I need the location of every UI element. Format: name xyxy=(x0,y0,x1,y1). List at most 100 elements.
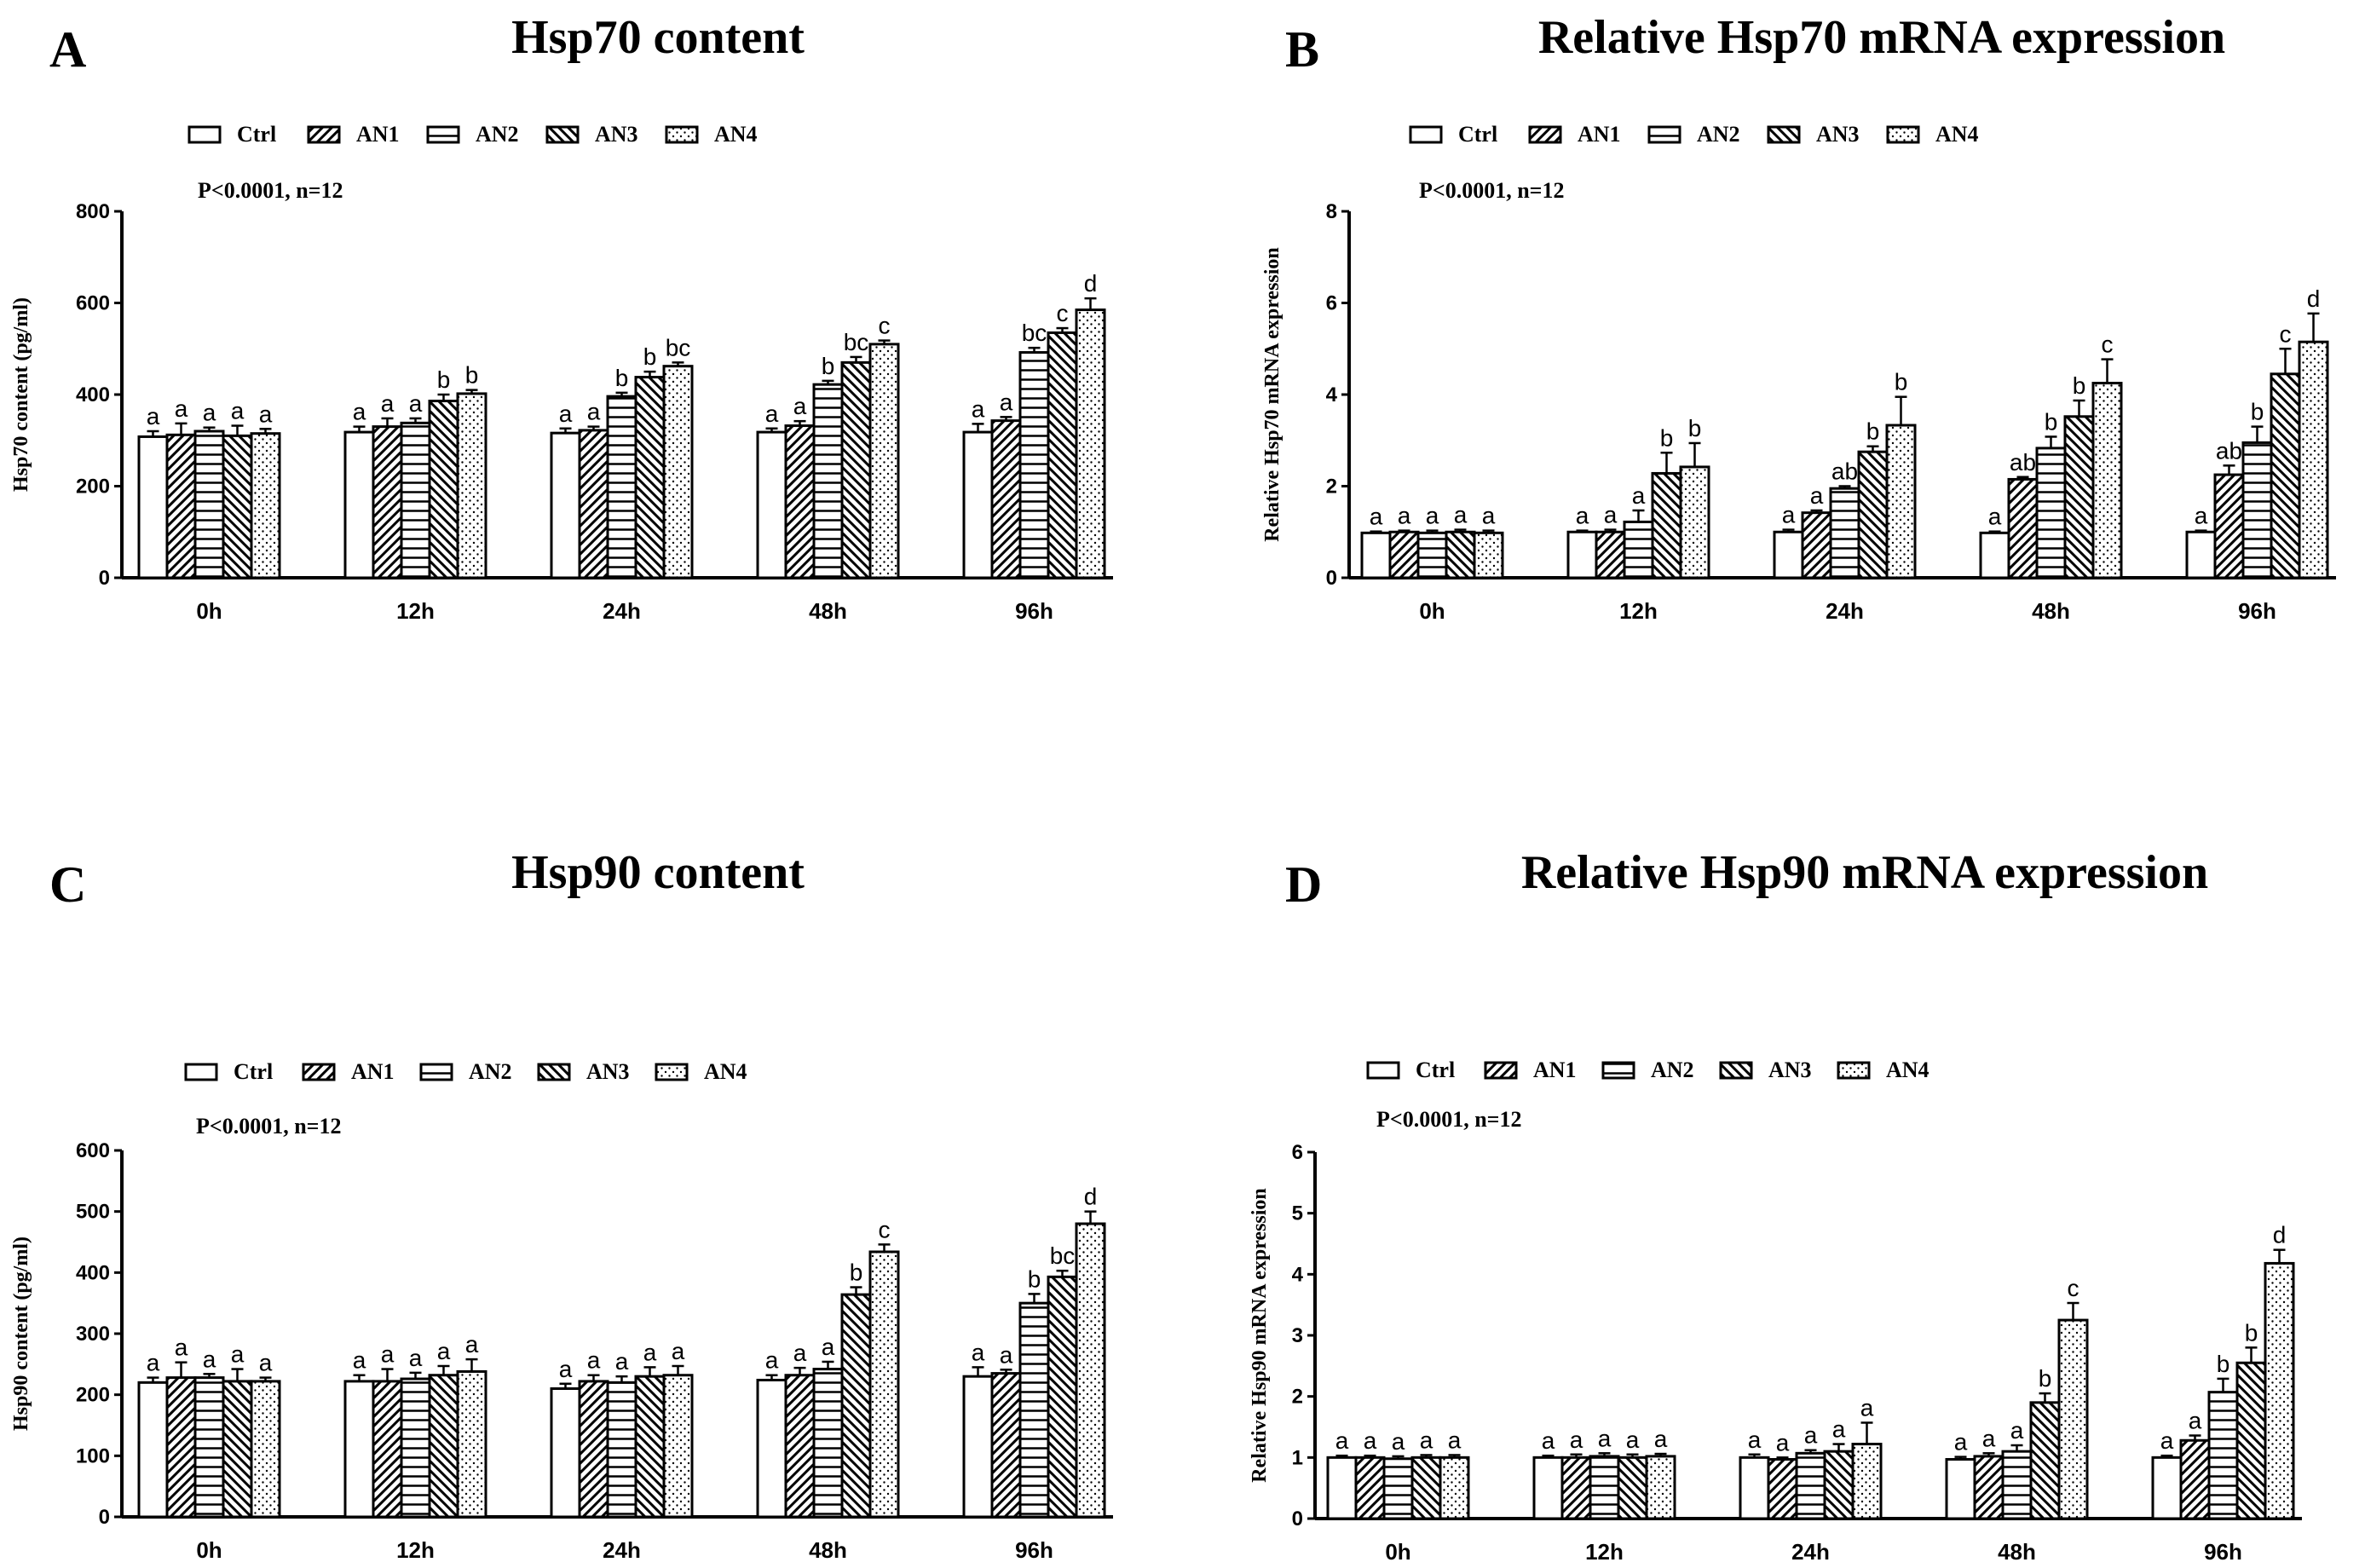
bar xyxy=(2035,447,2067,579)
significance-label: a xyxy=(793,1340,807,1366)
significance-label: ab xyxy=(2010,449,2036,476)
bar xyxy=(250,432,281,579)
x-tick-label: 24h xyxy=(1826,598,1864,624)
bar xyxy=(606,395,637,579)
significance-label: a xyxy=(353,1347,366,1374)
significance-label: a xyxy=(643,1339,657,1365)
significance-label: a xyxy=(1335,1427,1349,1454)
significance-label: a xyxy=(381,390,395,417)
significance-label: b xyxy=(2217,1351,2230,1377)
significance-label: a xyxy=(1804,1422,1818,1449)
bar xyxy=(1589,1455,1620,1520)
y-tick-label: 1 xyxy=(1292,1446,1303,1469)
significance-label: c xyxy=(2102,331,2114,358)
panel-letter: A xyxy=(49,21,86,78)
bar xyxy=(606,1381,637,1519)
stat-note: P<0.0001, n=12 xyxy=(1376,1107,1521,1132)
bar xyxy=(2001,1450,2033,1520)
stat-note: P<0.0001, n=12 xyxy=(198,178,343,203)
y-tick-label: 800 xyxy=(76,200,110,223)
significance-label: a xyxy=(559,1356,573,1382)
bar xyxy=(1410,1456,1442,1520)
y-axis-label: Relative Hsp90 mRNA expression xyxy=(1249,1188,1271,1483)
legend-label-ctrl: Ctrl xyxy=(234,1059,273,1084)
legend-swatch-an1 xyxy=(1484,1061,1518,1080)
stat-note: P<0.0001, n=12 xyxy=(196,1114,341,1139)
bar xyxy=(456,1369,487,1519)
significance-label: a xyxy=(1542,1427,1555,1454)
bar xyxy=(2207,1391,2239,1520)
bar xyxy=(2185,530,2217,579)
significance-label: a xyxy=(465,1331,479,1358)
bar xyxy=(1360,531,1392,579)
x-tick-label: 0h xyxy=(1419,598,1445,624)
legend-label-an2: AN2 xyxy=(1651,1058,1694,1082)
bar xyxy=(137,435,169,579)
bar xyxy=(1773,530,1804,579)
significance-label: a xyxy=(1654,1426,1668,1452)
y-tick-label: 4 xyxy=(1292,1263,1304,1286)
legend-swatch-ctrl xyxy=(184,1063,218,1081)
bar xyxy=(2029,1401,2061,1520)
bar xyxy=(1739,1456,1770,1520)
significance-label: a xyxy=(1454,502,1468,528)
legend: Ctrl AN1 AN2 AN3 AN4 xyxy=(187,122,758,147)
bar-group-24h: a abb bc xyxy=(550,334,694,579)
significance-label: c xyxy=(2068,1275,2079,1301)
legend-label-ctrl: Ctrl xyxy=(1416,1058,1455,1082)
y-tick-label: 6 xyxy=(1292,1141,1303,1164)
bar xyxy=(1885,424,1917,579)
significance-label: b xyxy=(643,343,657,370)
bar xyxy=(1979,531,2010,579)
significance-label: a xyxy=(793,393,807,419)
bar xyxy=(868,1250,900,1519)
bar xyxy=(962,1375,994,1519)
legend-swatch-an3 xyxy=(545,125,580,144)
bar xyxy=(990,419,1022,579)
bar xyxy=(784,424,816,579)
bar xyxy=(1445,530,1476,579)
legend-swatch-ctrl xyxy=(1409,125,1443,144)
y-tick-label: 4 xyxy=(1326,383,1338,406)
significance-label: ab xyxy=(2216,437,2242,464)
significance-label: a xyxy=(972,1339,985,1365)
significance-label: bc xyxy=(1022,320,1047,346)
bar xyxy=(1416,531,1448,579)
x-tick-label: 96h xyxy=(1015,598,1053,624)
x-tick-label: 96h xyxy=(1015,1537,1053,1563)
significance-label: b xyxy=(437,366,451,393)
chart-title: Hsp70 content xyxy=(511,11,805,64)
legend-label-ctrl: Ctrl xyxy=(1458,122,1497,147)
legend-swatch-an2 xyxy=(419,1063,453,1081)
significance-label: a xyxy=(147,1350,160,1376)
x-tick-label: 0h xyxy=(1385,1539,1410,1565)
bar xyxy=(756,1378,787,1519)
bar xyxy=(1823,1450,1855,1520)
significance-label: a xyxy=(1832,1416,1846,1443)
legend-swatch-an4 xyxy=(665,125,699,144)
significance-label: a xyxy=(203,400,216,426)
legend-swatch-an3 xyxy=(1719,1061,1753,1080)
bar xyxy=(1945,1457,1976,1520)
significance-label: a xyxy=(1810,482,1824,509)
significance-label: a xyxy=(147,403,160,429)
legend-label-ctrl: Ctrl xyxy=(237,122,276,147)
significance-label: a xyxy=(259,401,273,427)
bar xyxy=(250,1380,281,1519)
significance-label: a xyxy=(409,1345,423,1371)
bar xyxy=(1795,1451,1826,1520)
x-tick-label: 0h xyxy=(196,598,222,624)
x-tick-label: 24h xyxy=(1791,1539,1830,1565)
x-tick-label: 96h xyxy=(2204,1539,2242,1565)
bar xyxy=(1047,331,1078,579)
significance-label: a xyxy=(231,1341,245,1368)
y-axis-label: Hsp70 content (pg/ml) xyxy=(10,297,32,492)
